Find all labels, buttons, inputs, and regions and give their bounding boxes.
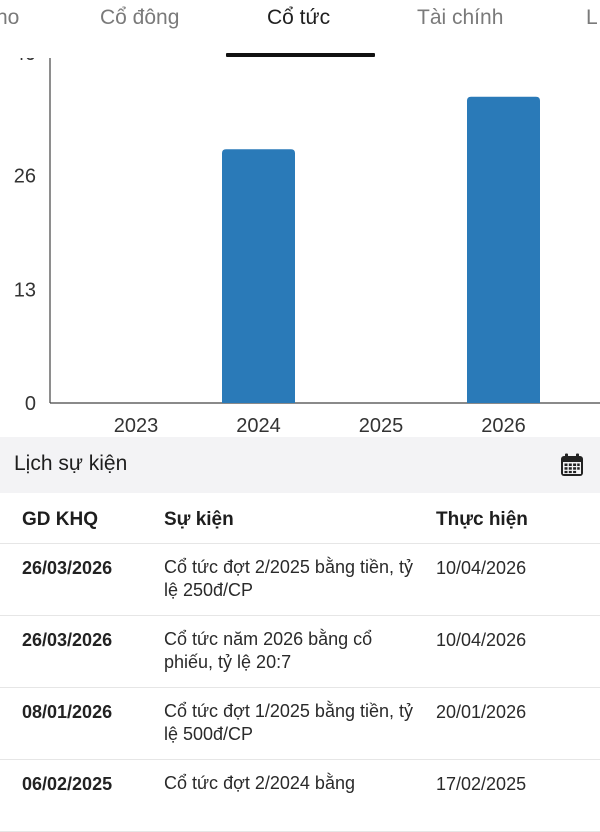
bar-2024[interactable] <box>222 149 295 403</box>
table-row[interactable]: 06/02/2025 Cổ tức đợt 2/2024 bằng 17/02/… <box>0 760 600 832</box>
event-cell: Cổ tức đợt 1/2025 bằng tiền, tỷ lệ 500đ/… <box>164 701 414 744</box>
header-execution: Thực hiện <box>436 509 528 530</box>
event-cell: Cổ tức đợt 2/2024 bằng <box>164 773 355 793</box>
execution-date-cell: 17/02/2025 <box>436 774 527 794</box>
tab-dividends[interactable]: Cổ tức <box>267 6 331 29</box>
header-ex-date: GD KHQ <box>22 509 98 530</box>
header-event: Sự kiện <box>164 509 234 530</box>
ex-date-cell: 26/03/2026 <box>22 630 113 650</box>
x-tick-label: 2023 <box>114 415 159 437</box>
table-row[interactable]: 08/01/2026 Cổ tức đợt 1/2025 bằng tiền, … <box>0 688 600 760</box>
dividend-chart: 0 13 26 40 2023 2024 2025 2026 <box>0 58 600 438</box>
x-tick-label: 2025 <box>359 415 404 437</box>
tab-finance[interactable]: Tài chính <box>417 6 504 29</box>
tab-partial-right[interactable]: L <box>586 6 598 29</box>
tab-bar: ho Cổ đông Cổ tức Tài chính L <box>0 0 600 58</box>
calendar-icon[interactable] <box>560 453 584 477</box>
table-row[interactable]: 26/03/2026 Cổ tức năm 2026 bằng cổ phiếu… <box>0 616 600 688</box>
ex-date-cell: 08/01/2026 <box>22 702 113 722</box>
execution-date-cell: 10/04/2026 <box>436 630 527 650</box>
tab-partial-left[interactable]: ho <box>0 6 20 29</box>
events-section-header: Lịch sự kiện <box>0 437 600 493</box>
event-cell: Cổ tức năm 2026 bằng cổ phiếu, tỷ lệ 20:… <box>164 629 373 672</box>
events-table: GD KHQ Sự kiện Thực hiện 26/03/2026 Cổ t… <box>0 493 600 832</box>
tab-shareholders[interactable]: Cổ đông <box>100 6 180 29</box>
table-header: GD KHQ Sự kiện Thực hiện <box>0 493 600 544</box>
event-cell: Cổ tức đợt 2/2025 bằng tiền, tỷ lệ 250đ/… <box>164 557 414 600</box>
y-tick-label: 40 <box>14 58 36 65</box>
section-title: Lịch sự kiện <box>14 452 128 475</box>
y-tick-label: 13 <box>14 279 36 301</box>
bar-2026[interactable] <box>467 96 540 403</box>
x-tick-label: 2026 <box>481 415 526 437</box>
table-row[interactable]: 26/03/2026 Cổ tức đợt 2/2025 bằng tiền, … <box>0 544 600 616</box>
ex-date-cell: 26/03/2026 <box>22 558 113 578</box>
x-tick-label: 2024 <box>236 415 281 437</box>
dividend-bar-chart: 0 13 26 40 2023 2024 2025 2026 <box>14 58 600 437</box>
y-tick-label: 26 <box>14 166 36 188</box>
execution-date-cell: 20/01/2026 <box>436 702 527 722</box>
execution-date-cell: 10/04/2026 <box>436 558 527 578</box>
ex-date-cell: 06/02/2025 <box>22 774 113 794</box>
active-tab-indicator <box>226 53 375 57</box>
y-tick-label: 0 <box>25 393 36 415</box>
